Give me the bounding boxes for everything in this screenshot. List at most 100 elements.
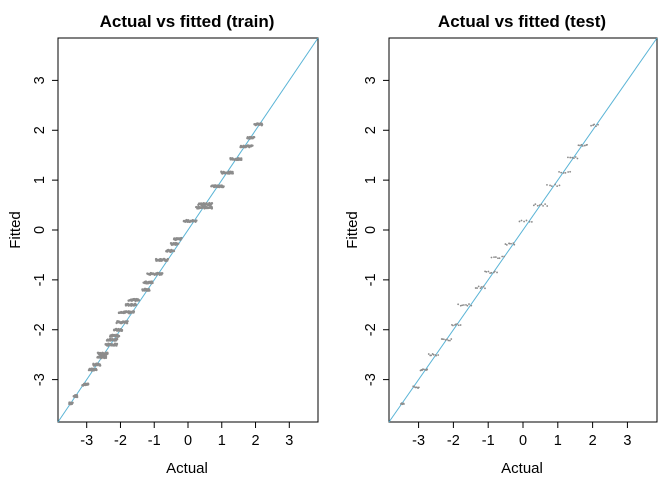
y-tick-label: -2 [363, 323, 379, 336]
data-point [573, 157, 575, 160]
data-point [252, 135, 256, 139]
data-point [260, 124, 263, 127]
data-point [567, 171, 570, 173]
x-axis-train: -3 -2 -1 0 1 2 3 [80, 421, 293, 449]
data-point [228, 172, 231, 175]
data-point [468, 303, 470, 305]
data-point [595, 125, 597, 128]
y-tick-label: -1 [363, 273, 379, 286]
y-tick-label: -2 [32, 323, 48, 336]
y-tick-label: -3 [363, 373, 379, 386]
x-tick-label: -2 [447, 433, 460, 449]
data-point [134, 303, 138, 307]
data-point [513, 243, 516, 246]
panel-train: Actual vs fitted (train) -3 -2 -1 0 1 2 3 -3 -2… [7, 12, 319, 477]
data-point [462, 304, 465, 306]
data-point [126, 320, 129, 323]
data-point [530, 221, 533, 223]
data-point [161, 272, 164, 275]
y-tick-label: 0 [363, 226, 379, 234]
data-point [447, 339, 450, 342]
data-point [528, 220, 531, 223]
data-point [452, 324, 454, 327]
data-point [580, 143, 583, 146]
data-point [518, 220, 521, 223]
data-point [558, 171, 560, 173]
data-point [444, 339, 447, 341]
data-point [485, 270, 488, 273]
data-point [430, 354, 433, 357]
data-point [231, 172, 234, 175]
y-axis-label-test: Fitted [344, 211, 361, 249]
data-point [104, 356, 108, 360]
data-point [510, 242, 512, 245]
data-point [576, 157, 579, 160]
data-point [504, 243, 507, 245]
data-point [569, 170, 572, 173]
x-axis-test: -3 -2 -1 0 1 2 3 [412, 421, 631, 449]
data-point [437, 354, 440, 356]
x-tick-label: 1 [554, 433, 562, 449]
data-point [542, 204, 544, 207]
data-point [546, 205, 549, 207]
data-point [558, 184, 561, 187]
data-point [581, 145, 584, 147]
data-point [577, 144, 580, 147]
data-point [480, 286, 483, 288]
data-point [574, 156, 577, 158]
data-point [449, 339, 451, 342]
x-tick-label: -1 [148, 433, 161, 449]
x-tick-label: 0 [519, 433, 527, 449]
data-point [466, 304, 469, 307]
x-axis-label-train: Actual [166, 460, 208, 477]
data-point [465, 303, 467, 306]
data-point [538, 204, 541, 207]
data-point [550, 185, 553, 188]
data-point [427, 353, 430, 355]
data-point [403, 403, 405, 405]
data-point [459, 324, 462, 326]
data-point [222, 185, 225, 188]
data-point [432, 353, 435, 356]
data-point [106, 352, 109, 355]
x-tick-label: 2 [251, 433, 259, 449]
y-axis-test: -3 -2 -1 0 1 2 3 [363, 76, 390, 386]
data-point [459, 304, 462, 307]
data-point [137, 299, 141, 302]
y-tick-label: 0 [32, 226, 48, 234]
data-point [590, 124, 592, 127]
y-tick-label: 3 [363, 76, 379, 84]
data-point [497, 257, 499, 260]
data-point [490, 256, 493, 259]
data-point [470, 304, 473, 307]
y-tick-label: 1 [32, 176, 48, 184]
y-tick-label: -3 [32, 373, 48, 386]
data-point [442, 338, 445, 341]
data-point [569, 156, 572, 159]
y-tick-label: 3 [32, 76, 48, 84]
data-point [523, 220, 525, 223]
points-test [399, 123, 599, 406]
y-tick-label: 2 [363, 126, 379, 134]
data-point [560, 171, 563, 174]
data-point [532, 204, 535, 207]
data-point [536, 204, 539, 207]
x-tick-label: -1 [482, 433, 495, 449]
data-point [457, 303, 460, 306]
data-point [562, 172, 565, 174]
data-point [240, 157, 243, 160]
data-point [593, 123, 596, 126]
y-tick-label: 2 [32, 126, 48, 134]
data-point [417, 386, 420, 389]
data-point [423, 368, 425, 371]
x-tick-label: -3 [80, 433, 93, 449]
data-point [115, 337, 119, 340]
x-tick-label: 3 [285, 433, 293, 449]
data-point [567, 156, 569, 159]
data-point [487, 270, 490, 273]
chart-title-test: Actual vs fitted (test) [438, 12, 606, 31]
data-point [549, 184, 551, 187]
x-tick-label: 3 [623, 433, 631, 449]
data-point [544, 203, 547, 206]
